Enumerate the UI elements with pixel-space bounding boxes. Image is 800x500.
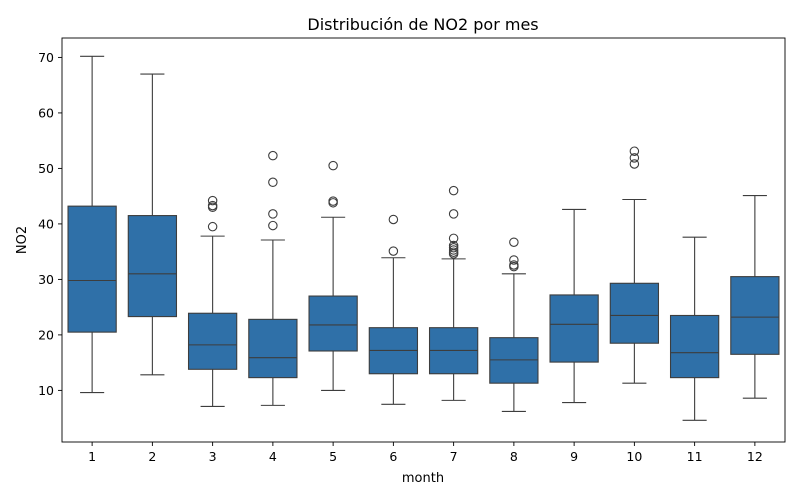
- box-month-6: [368, 214, 419, 405]
- box-month-12: [730, 195, 780, 399]
- x-tick-label: 10: [626, 449, 642, 464]
- outlier-point: [328, 196, 338, 206]
- iqr-box: [308, 295, 358, 352]
- outlier-point: [388, 214, 399, 225]
- outlier-point: [268, 209, 278, 219]
- outlier-point: [268, 150, 278, 161]
- outlier-point: [509, 255, 519, 265]
- outlier-point: [207, 221, 218, 232]
- iqr-box: [549, 294, 599, 363]
- iqr-box: [187, 312, 238, 370]
- outlier-point: [388, 246, 399, 256]
- outlier-point: [268, 220, 278, 231]
- outlier-point: [328, 160, 338, 171]
- iqr-box: [730, 276, 780, 355]
- iqr-box: [248, 318, 298, 379]
- axes-frame: [61, 37, 786, 443]
- box-month-2: [127, 73, 178, 376]
- x-tick-label: 1: [88, 449, 96, 464]
- x-tick-label: 2: [148, 449, 156, 464]
- iqr-box: [127, 215, 178, 318]
- box-month-7: [428, 185, 479, 401]
- iqr-box: [489, 337, 539, 384]
- box-month-1: [67, 55, 117, 394]
- outlier-point: [207, 200, 218, 211]
- outlier-point: [448, 240, 459, 251]
- iqr-box: [609, 282, 660, 344]
- outlier-point: [448, 247, 459, 257]
- x-tick-label: 8: [510, 449, 518, 464]
- outlier-point: [629, 159, 640, 169]
- y-tick-label: 50: [38, 161, 54, 176]
- x-tick-label: 12: [747, 449, 763, 464]
- x-axis-label: month: [402, 471, 444, 486]
- plot-area: [67, 55, 780, 421]
- x-tick-label: 7: [450, 449, 458, 464]
- box-month-4: [248, 150, 298, 406]
- outlier-point: [509, 237, 519, 247]
- iqr-box: [669, 314, 720, 379]
- outlier-point: [629, 146, 640, 156]
- outlier-point: [268, 177, 278, 188]
- box-month-5: [308, 160, 358, 391]
- y-tick-label: 40: [38, 216, 54, 231]
- box-month-3: [187, 195, 238, 408]
- box-month-10: [609, 146, 660, 384]
- box-month-9: [549, 208, 599, 404]
- y-tick-label: 70: [38, 50, 54, 65]
- outlier-point: [448, 209, 459, 219]
- x-axis: 1 2 3 4 5 6 7 8 9 10 11 12: [88, 442, 763, 464]
- outlier-point: [629, 153, 640, 163]
- x-tick-label: 5: [329, 449, 337, 464]
- y-tick-label: 20: [38, 327, 54, 342]
- outlier-point: [207, 195, 218, 206]
- y-tick-label: 60: [38, 105, 54, 120]
- x-tick-label: 11: [687, 449, 703, 464]
- x-tick-label: 6: [389, 449, 397, 464]
- outlier-point: [509, 260, 519, 270]
- x-tick-label: 9: [570, 449, 578, 464]
- outlier-point: [448, 245, 459, 255]
- y-tick-label: 30: [38, 272, 54, 287]
- chart-title: Distribución de NO2 por mes: [307, 15, 538, 34]
- outlier-point: [448, 243, 459, 253]
- x-tick-label: 3: [209, 449, 217, 464]
- x-tick-label: 4: [269, 449, 277, 464]
- y-tick-label: 10: [38, 383, 54, 398]
- outlier-point: [448, 233, 459, 244]
- outlier-point: [448, 185, 459, 196]
- y-axis-label: NO2: [15, 226, 30, 254]
- box-month-11: [669, 236, 720, 421]
- iqr-box: [67, 205, 117, 333]
- y-axis: 10 20 30 40 50 60 70: [38, 50, 62, 398]
- box-month-8: [489, 237, 539, 413]
